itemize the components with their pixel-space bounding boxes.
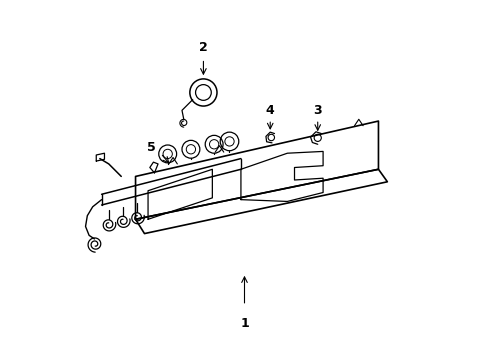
Text: 1: 1	[240, 317, 248, 330]
Text: 5: 5	[147, 141, 156, 154]
Text: 2: 2	[199, 41, 207, 54]
Text: 3: 3	[313, 104, 322, 117]
Text: 4: 4	[265, 104, 274, 117]
